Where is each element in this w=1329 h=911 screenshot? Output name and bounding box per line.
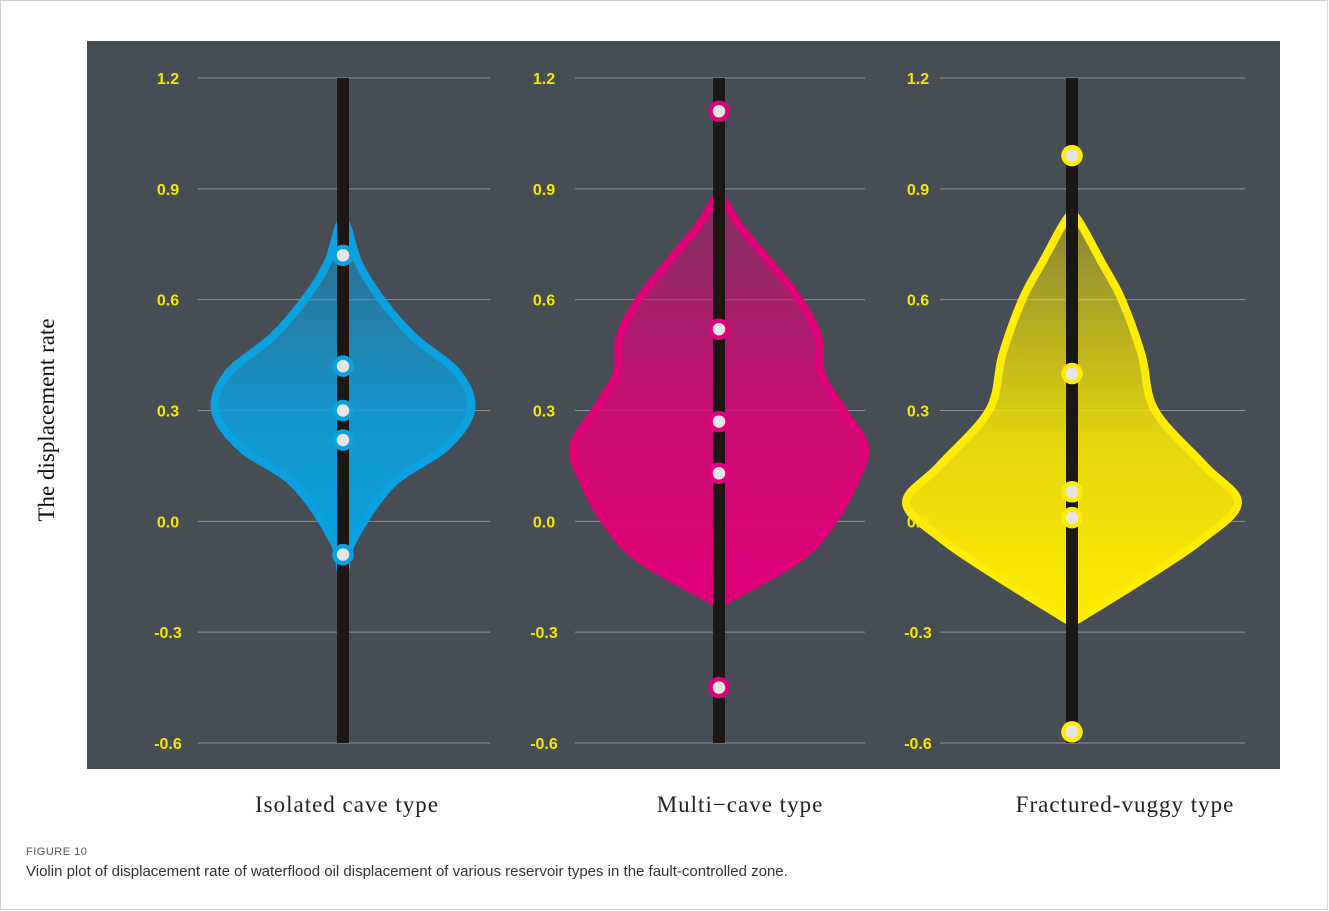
figure-caption: Violin plot of displacement rate of wate…: [26, 863, 788, 880]
category-label-isolated-cave: Isolated cave type: [254, 792, 440, 817]
data-point: [708, 462, 730, 485]
y-tick-label: -0.6: [530, 736, 558, 753]
data-point: [708, 676, 730, 699]
data-point: [1061, 144, 1083, 167]
data-point: [708, 410, 730, 433]
category-label-multi-cave: Multi−cave type: [656, 792, 824, 817]
y-tick-label: 1.2: [907, 71, 929, 88]
figure-number: FIGURE 10: [26, 846, 88, 858]
y-tick-label: 0.0: [907, 514, 929, 531]
y-tick-label: -0.6: [154, 736, 182, 753]
y-tick-label: 0.3: [907, 404, 929, 421]
y-tick-label: 0.6: [907, 293, 929, 310]
data-point: [1061, 362, 1083, 385]
y-tick-label: 0.3: [533, 404, 555, 421]
data-point: [1061, 506, 1083, 529]
y-tick-label: 0.9: [533, 182, 555, 199]
y-tick-label: 1.2: [157, 71, 179, 88]
data-point: [332, 429, 354, 451]
y-tick-label: 0.0: [157, 514, 179, 531]
y-tick-label: -0.3: [154, 625, 182, 642]
y-tick-label: 0.6: [157, 293, 179, 310]
y-tick-label: 0.9: [907, 182, 929, 199]
y-axis-label: The displacement rate: [34, 318, 59, 522]
y-tick-label: -0.6: [904, 736, 932, 753]
data-point: [1061, 481, 1083, 503]
data-point: [708, 318, 730, 340]
y-tick-label: 0.0: [533, 514, 555, 531]
y-tick-label: 0.6: [533, 293, 555, 310]
violin-layer: [210, 78, 1242, 743]
data-point: [708, 100, 730, 122]
data-point: [332, 244, 354, 267]
tick-layer: 1.2 0.9 0.6 0.3 0.0 -0.3 -0.6 1.2 0.9 0.6 0.3 0.0 -0…: [154, 71, 932, 753]
data-point: [1061, 721, 1083, 743]
y-tick-label: 0.9: [157, 182, 179, 199]
category-label-fractured-vuggy: Fractured-vuggy type: [1015, 792, 1235, 817]
y-tick-label: 1.2: [533, 71, 555, 88]
y-tick-label: 0.3: [157, 404, 179, 421]
data-point: [332, 543, 354, 566]
y-tick-label: -0.3: [904, 625, 932, 642]
data-point: [332, 355, 354, 377]
data-point: [332, 399, 354, 422]
y-tick-label: -0.3: [530, 625, 558, 642]
